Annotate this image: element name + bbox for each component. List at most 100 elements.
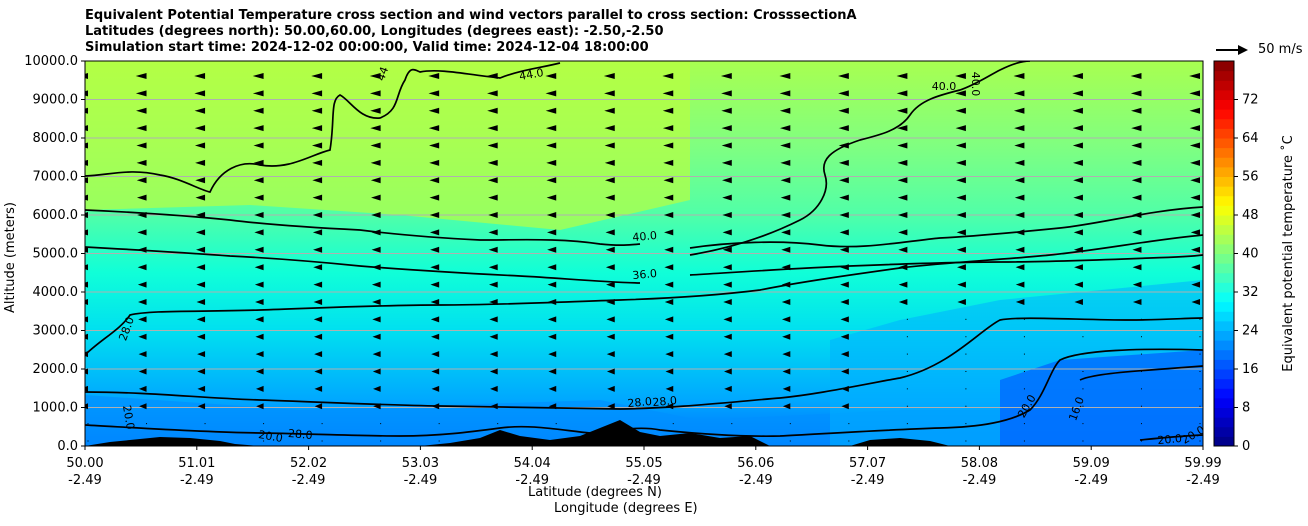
wind-vector — [897, 159, 908, 166]
wind-vector — [255, 368, 264, 375]
wind-vector — [1074, 298, 1083, 305]
wind-vector — [137, 264, 147, 271]
wind-vector — [547, 264, 557, 271]
wind-vector — [1140, 370, 1142, 372]
wind-vector — [85, 73, 88, 79]
wind-vector — [195, 229, 206, 236]
x-tick-label-lat: 57.07 — [849, 456, 886, 471]
wind-vector — [782, 333, 791, 340]
x-tick-label-lat: 53.03 — [402, 456, 439, 471]
colorbar-segment — [1214, 89, 1234, 100]
colorbar-tick-label: 0 — [1242, 439, 1250, 454]
wind-vector — [311, 142, 323, 149]
wind-vector — [85, 125, 88, 132]
contour-36-b — [689, 254, 1203, 276]
wind-vector — [839, 229, 849, 236]
wind-vector — [896, 90, 908, 97]
wind-vector — [312, 177, 323, 184]
wind-vector — [956, 177, 966, 184]
wind-vector — [782, 351, 791, 358]
wind-vector — [1191, 264, 1200, 271]
wind-vector — [1190, 212, 1200, 219]
colorbar-tick-label: 40 — [1242, 247, 1259, 262]
contour-20 — [85, 348, 1203, 438]
wind-vector — [488, 264, 498, 271]
x-tick-label-lon: -2.49 — [292, 473, 326, 488]
wind-vector — [313, 333, 323, 340]
wind-vector — [85, 159, 88, 166]
wind-vector — [605, 194, 615, 201]
wind-vector — [137, 212, 147, 219]
wind-vector — [487, 125, 498, 132]
colorbar-tick-label: 8 — [1242, 401, 1250, 416]
colorbar-tick-label: 24 — [1242, 324, 1259, 339]
wind-vector — [372, 316, 381, 323]
colorbar-tick-label: 48 — [1242, 208, 1259, 223]
x-tick-label-lon: -2.49 — [1186, 473, 1220, 488]
colorbar-segment — [1214, 320, 1234, 331]
colorbar-segment — [1214, 166, 1234, 177]
wind-vector — [1073, 177, 1083, 184]
x-tick-label-lon: -2.49 — [963, 473, 997, 488]
wind-vector — [312, 159, 323, 166]
wind-vector — [486, 73, 498, 79]
wind-vector — [721, 159, 732, 166]
colorbar-segment — [1214, 80, 1234, 91]
wind-vector — [85, 90, 88, 97]
wind-vector — [1023, 423, 1025, 425]
wind-vector — [545, 73, 557, 79]
wind-vector — [547, 246, 557, 253]
wind-vector — [606, 316, 615, 323]
wind-vector — [85, 298, 88, 305]
wind-vector — [779, 90, 791, 97]
wind-vector — [1132, 212, 1142, 219]
colorbar-segment — [1214, 186, 1234, 197]
colorbar-segment — [1214, 426, 1234, 437]
wind-vector — [380, 440, 382, 442]
wind-vector — [312, 194, 323, 201]
wind-vector — [372, 368, 381, 375]
colorbar-segment — [1214, 340, 1234, 351]
wind-vector — [254, 281, 264, 288]
wind-vector — [906, 318, 908, 320]
wind-vector — [965, 336, 967, 338]
y-tick-label: 5000.0 — [33, 247, 79, 262]
wind-vector — [722, 264, 732, 271]
wind-vector — [488, 194, 498, 201]
wind-vector — [1023, 370, 1025, 372]
wind-vector — [1131, 142, 1142, 149]
wind-vector — [606, 298, 615, 305]
wind-vector — [781, 281, 791, 288]
wind-vector — [906, 336, 908, 338]
colorbar-tick-label: 32 — [1242, 285, 1259, 300]
wind-vector — [607, 403, 615, 410]
wind-vector — [724, 385, 732, 392]
wind-vector — [497, 440, 499, 442]
wind-vector — [664, 246, 674, 253]
wind-vector — [253, 142, 264, 149]
wind-vector — [897, 212, 908, 219]
wind-vector — [839, 177, 849, 184]
wind-vector — [1015, 298, 1025, 305]
wind-vector — [429, 194, 440, 201]
wind-vector — [1131, 125, 1142, 132]
wind-vector — [605, 246, 615, 253]
wind-vector — [497, 423, 499, 425]
wind-vector — [430, 281, 440, 288]
x-tick-label-lat: 58.08 — [961, 456, 998, 471]
wind-vector — [138, 351, 147, 358]
contour-label: 28.0 — [288, 427, 314, 442]
contour-20-b — [1139, 434, 1203, 441]
wind-vector — [839, 246, 849, 253]
wind-vector — [489, 333, 498, 340]
wind-vector — [665, 385, 674, 392]
wind-vector — [722, 177, 732, 184]
colorbar-tick-label: 16 — [1242, 362, 1259, 377]
wind-vector — [1140, 318, 1142, 320]
x-tick-label-lon: -2.49 — [68, 473, 102, 488]
wind-vector — [1074, 281, 1083, 288]
wind-vector — [430, 264, 440, 271]
wind-vector — [955, 107, 966, 114]
wind-vector — [838, 90, 849, 97]
colorbar-segment — [1214, 109, 1234, 120]
